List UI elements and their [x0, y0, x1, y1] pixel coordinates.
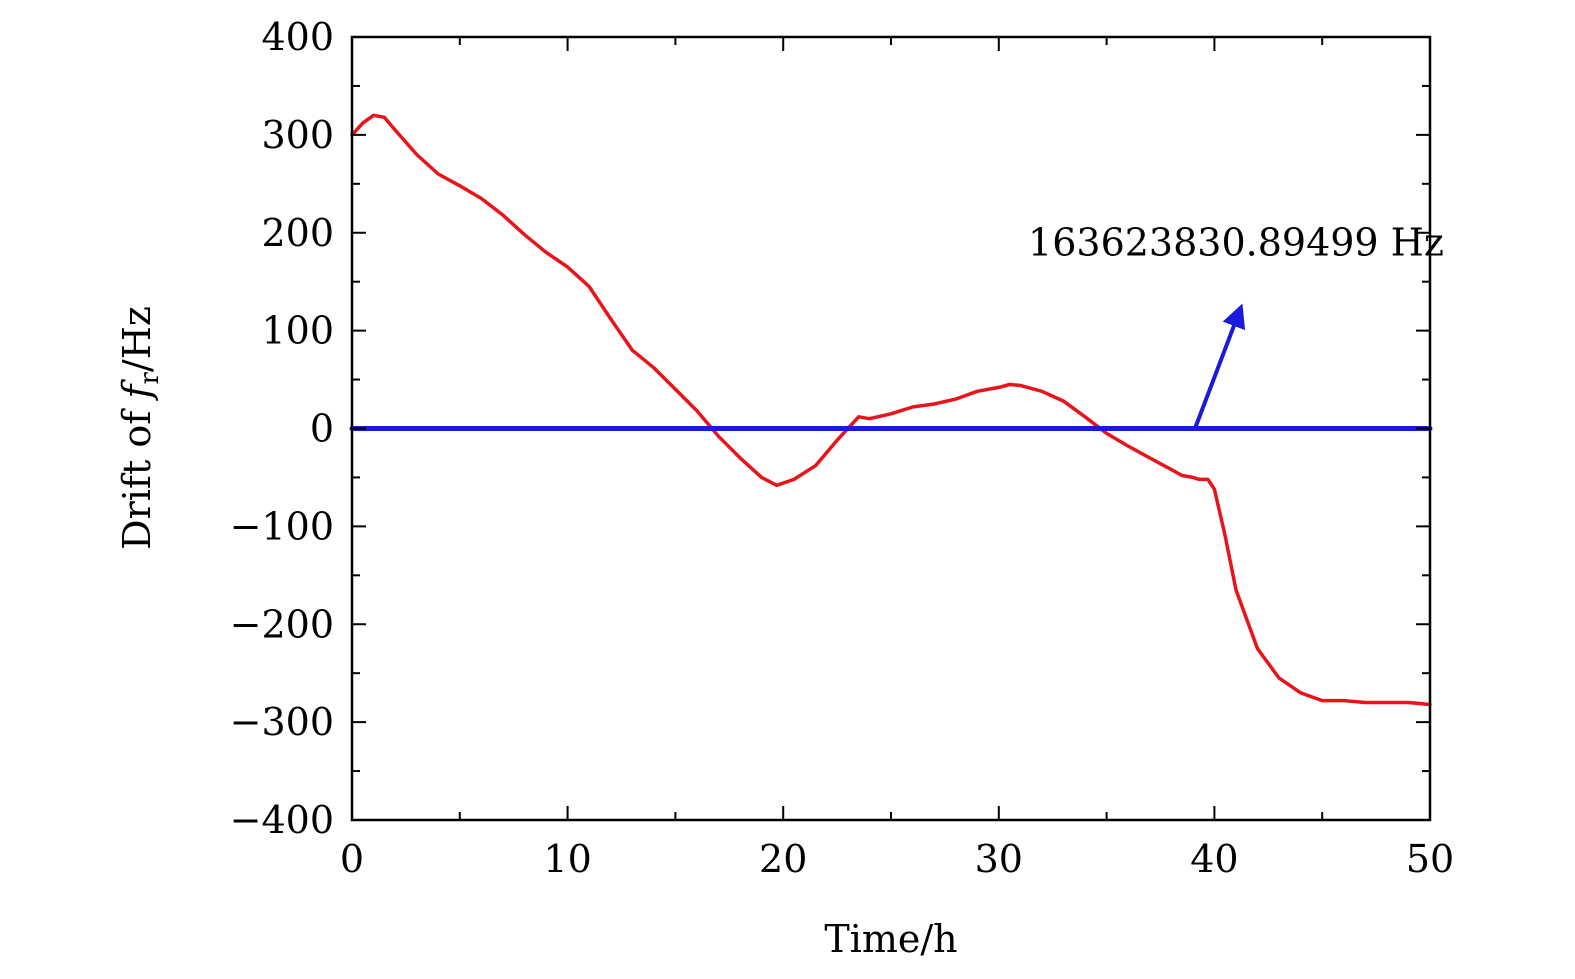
x-axis-ticks	[351, 37, 1431, 820]
x-axis-title: Time/h	[824, 917, 957, 961]
x-tick-label: 50	[1406, 837, 1454, 881]
y-tick-label: 100	[261, 309, 334, 353]
annotation-label: 163623830.89499 Hz	[1028, 220, 1444, 264]
y-tick-label: −200	[230, 602, 334, 646]
x-axis-tick-labels: 0 10 20 30 40 50	[340, 837, 1454, 881]
y-axis-title-suffix: /Hz	[115, 306, 159, 372]
x-tick-label: 40	[1190, 837, 1238, 881]
y-tick-label: 200	[261, 211, 334, 255]
series-layer	[349, 113, 1433, 707]
x-tick-label: 0	[340, 837, 364, 881]
y-axis-tick-labels: 400 300 200 100 0 −100 −200 −300 −400	[230, 15, 334, 842]
y-axis-title-subscript: r	[135, 372, 165, 385]
x-tick-label: 20	[759, 837, 807, 881]
x-tick-label: 10	[543, 837, 591, 881]
y-tick-label: −400	[230, 798, 334, 842]
y-tick-label: −100	[230, 504, 334, 548]
y-tick-label: 0	[310, 407, 334, 451]
y-tick-label: −300	[230, 700, 334, 744]
y-axis-title-prefix: Drift of	[115, 399, 159, 550]
y-tick-label: 300	[261, 113, 334, 157]
y-axis-ticks	[352, 36, 1430, 821]
drift-series-line	[350, 113, 1432, 707]
x-tick-label: 30	[975, 837, 1023, 881]
y-tick-label: 400	[261, 15, 334, 59]
y-axis-title: Drift of fr/Hz	[115, 306, 165, 550]
annotation-layer: 163623830.89499 Hz	[1028, 220, 1444, 430]
annotation-arrow	[1193, 303, 1246, 430]
